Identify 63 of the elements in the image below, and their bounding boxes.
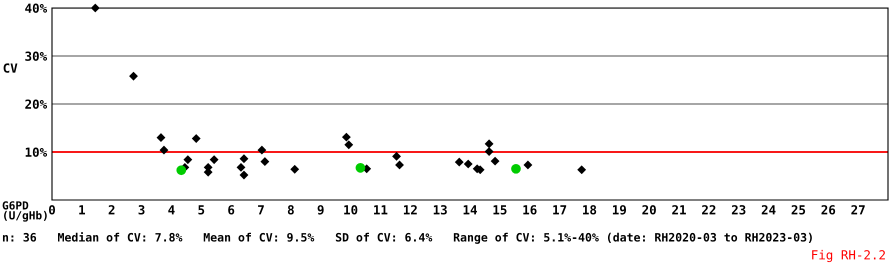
point: [290, 165, 299, 174]
x-tick-label: 25: [792, 205, 806, 215]
y-axis-title: CV: [4, 63, 18, 73]
x-tick-label: 18: [583, 205, 596, 215]
x-tick-label: 9: [318, 205, 324, 215]
x-tick-label: 12: [404, 205, 417, 214]
x-tick-label: 16: [523, 205, 537, 215]
x-tick-label: 6: [228, 205, 234, 215]
point: [210, 156, 218, 164]
y-tick-label: 40%: [25, 3, 48, 13]
point: [240, 170, 248, 180]
point: [129, 72, 138, 80]
x-tick-label: 20: [642, 205, 656, 215]
point: [484, 140, 494, 148]
point: [455, 158, 464, 166]
point: [578, 166, 586, 174]
x-tick-label: 21: [672, 205, 686, 214]
text: Fig RH-2.2: [812, 250, 885, 262]
x-tick-label: 5: [198, 205, 204, 215]
point: [176, 165, 186, 176]
point: [260, 157, 270, 166]
text: n: 36 Median of CV: 7.8% Mean of CV: 9.5% SD of CV: 6.4% Range of CV: 5.1%-40% (date: RH2020-03 to RH2023-03): [2, 232, 812, 244]
x-tick-label: 0: [48, 205, 56, 215]
x-tick-label: 15: [493, 205, 507, 215]
x-tick-label: 1: [79, 205, 86, 214]
point: [258, 146, 266, 154]
point: [236, 163, 246, 172]
y-tick-label: 20%: [25, 99, 48, 109]
x-tick-label: 19: [612, 205, 626, 215]
x-tick-label: 23: [732, 205, 746, 215]
point: [356, 162, 366, 173]
x-tick-label: 14: [464, 205, 477, 214]
point: [91, 4, 100, 12]
point: [464, 160, 472, 168]
point: [160, 146, 168, 154]
x-tick-label: 26: [821, 205, 836, 215]
point: [192, 134, 200, 143]
point: [344, 140, 353, 149]
x-tick-label: 27: [851, 205, 865, 214]
point: [240, 154, 248, 163]
point: [156, 133, 166, 142]
point: [392, 152, 401, 160]
x-tick-label: 4: [168, 205, 175, 214]
point: [184, 156, 192, 164]
x-tick-label: 11: [374, 205, 388, 214]
x-axis-title: G6PD (U/gHb): [2, 201, 47, 222]
point: [511, 164, 521, 174]
point: [490, 156, 500, 166]
point: [524, 160, 532, 170]
x-tick-label: 22: [702, 205, 716, 214]
point: [342, 132, 351, 142]
y-tick-label: 10%: [26, 147, 48, 157]
x-tick-label: 10: [344, 205, 358, 215]
x-tick-label: 8: [288, 205, 294, 215]
x-tick-label: 7: [258, 205, 264, 214]
point: [484, 147, 494, 156]
x-tick-label: 17: [553, 205, 566, 214]
x-tick-label: 13: [434, 205, 447, 215]
x-tick-label: 3: [138, 205, 145, 215]
y-tick-label: 30%: [25, 51, 48, 61]
point: [395, 160, 404, 170]
x-tick-label: 2: [108, 205, 114, 214]
x-tick-label: 24: [762, 205, 776, 214]
